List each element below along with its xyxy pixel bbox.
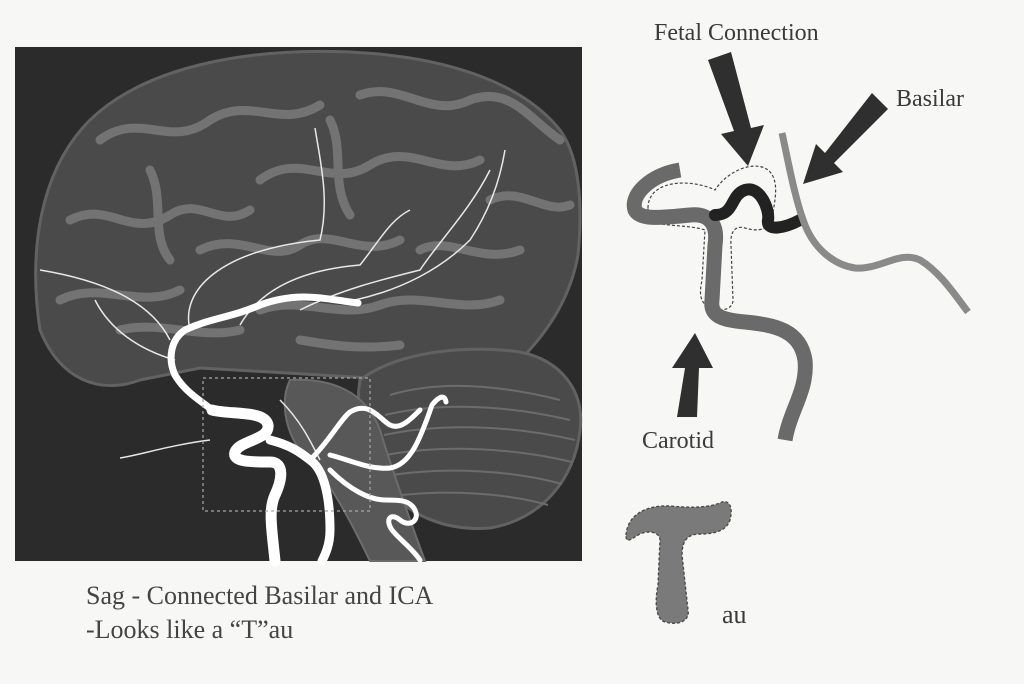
t-shape-outline	[647, 165, 777, 311]
brain-sagittal-illustration	[15, 47, 583, 567]
fetal-connection-vessel	[709, 183, 806, 234]
basilar-label: Basilar	[896, 86, 964, 112]
caption-line-1: Sag - Connected Basilar and ICA	[86, 581, 434, 610]
caption-line-2: -Looks like a “T”au	[86, 615, 294, 644]
small-arteries	[39, 127, 506, 461]
carotid-label: Carotid	[642, 428, 714, 454]
carotid-arrow	[672, 333, 713, 417]
vertebral-artery	[327, 467, 423, 563]
tau-symbol	[625, 501, 732, 624]
main-vessel-tree	[167, 293, 449, 567]
brain-sulci	[55, 87, 575, 352]
vessel-schematic	[625, 52, 971, 624]
carotid-vessel	[626, 162, 813, 442]
fetal-connection-label: Fetal Connection	[654, 20, 819, 46]
figure-caption: Sag - Connected Basilar and ICA -Looks l…	[86, 579, 433, 647]
cerebellum-folia	[383, 384, 576, 506]
basilar-artery	[265, 435, 335, 566]
internal-carotid-artery	[206, 404, 287, 567]
fetal-connection-arrow	[708, 52, 764, 166]
basilar-arrow	[803, 93, 888, 184]
posterior-cerebral-artery	[309, 405, 423, 461]
basilar-vessel	[778, 132, 971, 315]
middle-cerebral-artery	[167, 293, 362, 414]
arrows	[672, 52, 888, 417]
superior-cerebellar-artery	[327, 394, 449, 471]
tau-suffix-label: au	[722, 600, 747, 629]
